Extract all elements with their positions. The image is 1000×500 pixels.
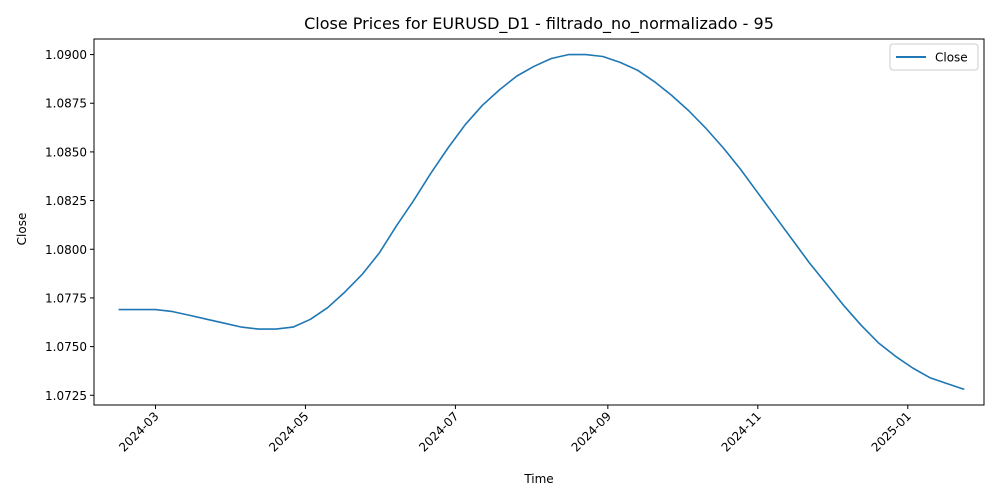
- y-tick-label: 1.0750: [45, 340, 87, 354]
- x-axis-label: Time: [523, 472, 553, 486]
- y-axis-label: Close: [15, 213, 29, 246]
- plot-frame: [93, 38, 985, 406]
- series-layer: [118, 53, 965, 391]
- legend-label-close: Close: [935, 51, 968, 65]
- legend-box: [889, 43, 979, 71]
- y-tick-label: 1.0825: [45, 194, 87, 208]
- chart-title: Close Prices for EURUSD_D1 - filtrado_no…: [304, 14, 774, 34]
- y-tick-label: 1.0850: [45, 145, 87, 159]
- series-line-close: [118, 53, 965, 391]
- y-tick-label: 1.0900: [45, 48, 87, 62]
- y-tick-label: 1.0725: [45, 389, 87, 403]
- legend: Close: [889, 43, 979, 71]
- y-tick-label: 1.0875: [45, 97, 87, 111]
- y-tick-label: 1.0775: [45, 291, 87, 305]
- y-axis-ticks: 1.0725 1.0750 1.0775 1.0800 1.0825 1.0850 1.08…: [45, 48, 94, 403]
- y-tick-label: 1.0800: [45, 243, 87, 257]
